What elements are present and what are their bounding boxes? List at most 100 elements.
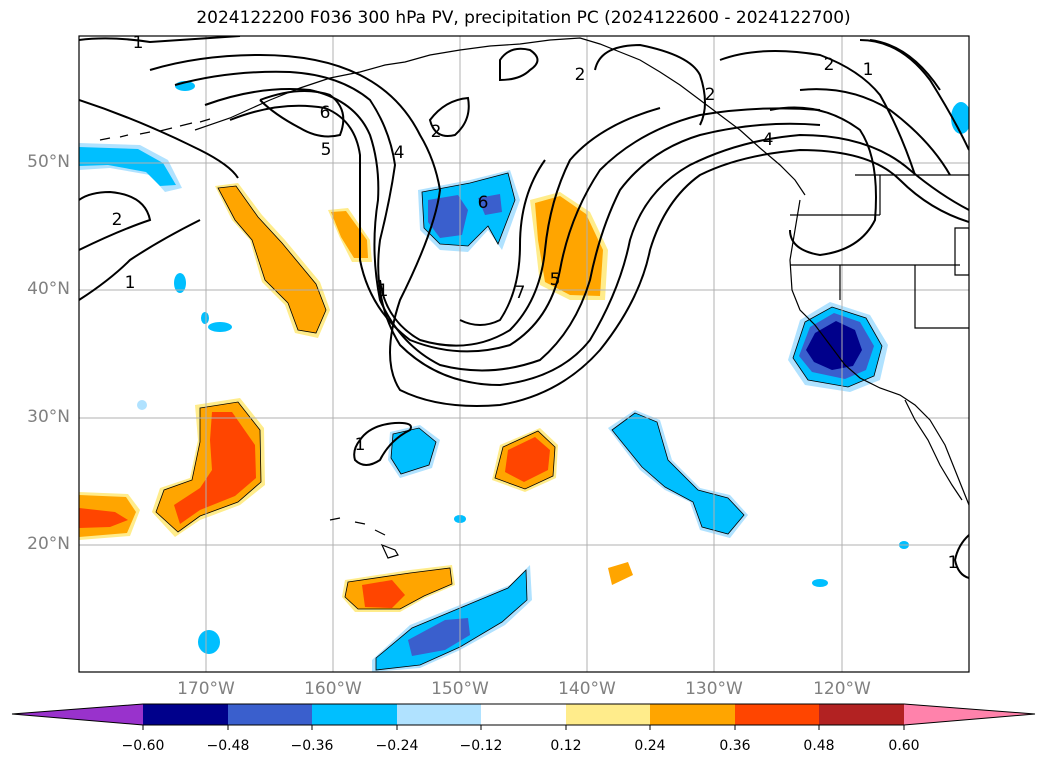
contour-label: 1: [948, 553, 959, 573]
contour-label: 6: [478, 193, 489, 213]
pv-contour: [379, 107, 661, 347]
contour-label: 2: [824, 55, 835, 75]
colorbar-extend-right: [904, 704, 1035, 725]
precip-positive-area: [174, 412, 256, 524]
precip-outline: [421, 172, 516, 247]
pv-contour: [79, 219, 201, 301]
pv-contour: [499, 47, 539, 82]
precip-outline: [792, 306, 883, 388]
precip-negative-area: [951, 102, 969, 134]
pv-contour: [204, 88, 821, 372]
pv-contour: [79, 190, 152, 251]
contour-label: 2: [575, 65, 586, 85]
colorbar-bin: [819, 704, 904, 725]
map-frame: [78, 35, 970, 673]
pv-contour: [259, 90, 345, 138]
aleutian-islands: [99, 118, 211, 141]
contour-label: 6: [320, 103, 331, 123]
contour-label: 2: [431, 122, 442, 142]
precip-outline: [375, 569, 528, 671]
pv-contour: [428, 96, 470, 137]
precip-positive-area: [608, 562, 633, 585]
lat-label: 30°N: [27, 407, 70, 427]
precip-positive-area: [218, 186, 326, 333]
precip-outline: [494, 430, 556, 490]
lon-label: 160°W: [304, 679, 362, 699]
contour-labels: 1 2 2 6 5 4 2 2 1 4 6 1 7 5 1 1 2 1: [112, 33, 959, 573]
pv-contour: [149, 53, 969, 407]
contour-label: 1: [133, 33, 144, 53]
colorbar-bin: [735, 704, 819, 725]
contour-label: 7: [515, 283, 526, 303]
precip-outline: [344, 567, 453, 610]
pv-contour: [869, 39, 941, 91]
precip-negative-area: [612, 413, 744, 534]
contour-label: 1: [355, 435, 366, 455]
colorbar-tick-label: 0.60: [888, 738, 920, 754]
contour-label: 1: [863, 60, 874, 80]
precip-negative-area: [812, 579, 828, 587]
colorbar: [11, 703, 1036, 730]
precip-negative-area: [208, 322, 232, 332]
colorbar-bin: [143, 704, 228, 725]
colorbar-tick-label: 0.36: [719, 738, 751, 754]
colorbar-bin: [228, 704, 312, 725]
lat-label: 20°N: [27, 534, 70, 554]
pv-contour: [174, 70, 969, 387]
colorbar-bin: [397, 704, 481, 725]
contour-label: 5: [321, 140, 332, 160]
precip-outline: [217, 185, 327, 334]
precip-negative-area: [408, 618, 470, 656]
pv-contour: [799, 88, 951, 176]
colorbar-bin: [566, 704, 650, 725]
contour-label: 2: [705, 85, 716, 105]
precip-negative-area: [198, 630, 220, 654]
pv-contour: [353, 421, 412, 466]
pv-contour: [859, 39, 969, 151]
pv-contour: [79, 36, 241, 44]
precip-positive-area: [331, 211, 368, 258]
pv-contour: [229, 104, 821, 353]
colorbar-bin: [650, 704, 735, 725]
precip-shading: [79, 81, 969, 672]
colorbar-tick-label: −0.12: [459, 738, 503, 754]
map-title: 2024122200 F036 300 hPa PV, precipitatio…: [196, 8, 851, 28]
lon-label: 170°W: [177, 679, 235, 699]
precip-negative-area: [201, 312, 209, 324]
pv-contour: [594, 43, 706, 126]
lon-label: 150°W: [431, 679, 489, 699]
colorbar-tick-label: 0.12: [550, 738, 582, 754]
pv-contours: [79, 36, 969, 579]
contour-label: 4: [394, 143, 405, 163]
hawaii-islands: [329, 517, 399, 559]
precip-negative-area: [478, 194, 502, 215]
contour-label: 1: [125, 273, 136, 293]
precip-outline: [155, 401, 262, 533]
map-content: 1 2 2 6 5 4 2 2 1 4 6 1 7 5 1 1 2 1: [79, 33, 969, 672]
precip-outlines: [155, 172, 883, 671]
gridlines: [79, 36, 969, 672]
contour-label: 2: [112, 210, 123, 230]
pv-contour: [953, 534, 969, 579]
west-coast-us: [789, 199, 969, 506]
colorbar-bin: [481, 704, 566, 725]
colorbar-bin: [312, 704, 397, 725]
state-borders: [790, 175, 969, 329]
colorbar-tick-label: −0.60: [121, 738, 165, 754]
contour-label: 1: [378, 281, 389, 301]
precip-negative-area: [174, 273, 186, 293]
colorbar-tick-label: −0.36: [290, 738, 334, 754]
contour-label: 5: [550, 270, 561, 290]
precip-outline: [611, 412, 745, 535]
precip-positive-area: [79, 508, 128, 528]
pv-contour: [719, 50, 916, 176]
precip-positive-area: [505, 437, 550, 482]
precip-negative-area: [79, 147, 176, 186]
colorbar-tick-label: 0.48: [803, 738, 835, 754]
lon-label: 120°W: [813, 679, 871, 699]
pv-contour: [459, 159, 546, 326]
precip-negative-area: [137, 400, 147, 410]
pv-contour: [79, 99, 239, 179]
baja-california: [904, 399, 963, 501]
